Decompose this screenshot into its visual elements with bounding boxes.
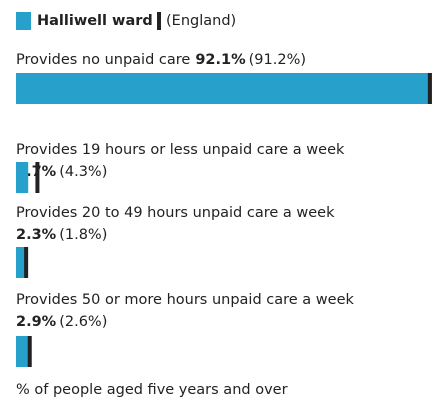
bar [16,73,432,104]
category-text: Provides no unpaid care [16,52,190,68]
value-line: 2.9% (2.6%) [16,314,107,330]
legend-marker [157,12,161,30]
value-label: 92.1% [195,52,246,68]
category-label: Provides 19 hours or less unpaid care a … [16,142,345,158]
bar [16,162,29,193]
bar [16,336,30,367]
comparison-label: (1.8%) [59,227,107,243]
category-label: Provides 20 to 49 hours unpaid care a we… [16,205,335,221]
comparison-marker [24,247,29,278]
legend-label: (England) [166,13,236,29]
legend-label: Halliwell ward [37,13,153,29]
comparison-label: (4.3%) [59,164,107,180]
comparison-marker [27,336,32,367]
category-label: Provides no unpaid care 92.1% (91.2%) [16,52,306,68]
comparison-label: (2.6%) [59,314,107,330]
comparison-marker [427,73,432,104]
x-axis-label: % of people aged five years and over [16,382,288,398]
comparison-marker [35,162,40,193]
category-label: Provides 50 or more hours unpaid care a … [16,292,354,308]
comparison-label: (91.2%) [249,52,306,68]
value-label: 2.3% [16,227,57,243]
legend-swatch [16,12,31,30]
value-label: 2.9% [16,314,57,330]
value-line: 2.3% (1.8%) [16,227,107,243]
value-line: 2.7%(4.3%) [16,164,107,180]
bar [16,247,27,278]
